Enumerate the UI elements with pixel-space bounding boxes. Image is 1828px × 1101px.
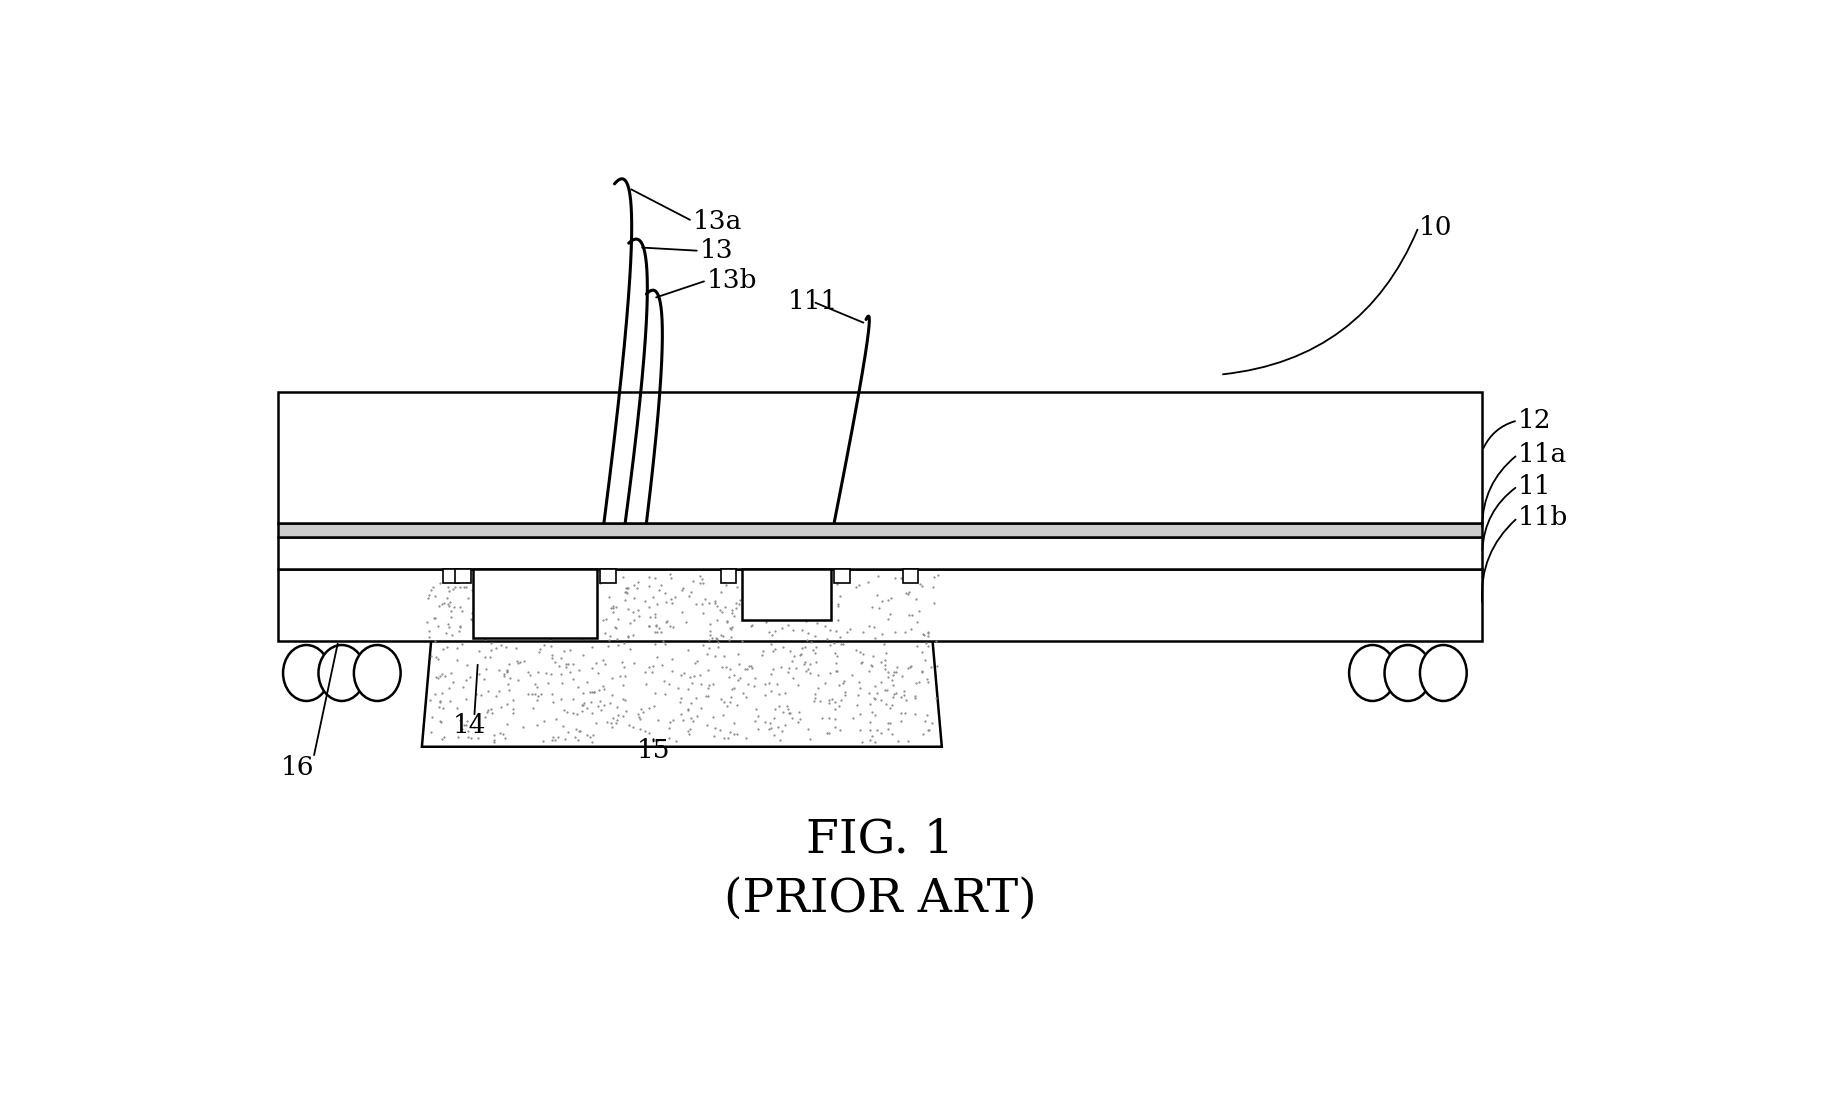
Bar [742, 569, 830, 620]
Circle shape [355, 645, 400, 701]
Circle shape [1420, 645, 1466, 701]
Text: 13: 13 [700, 238, 733, 263]
Circle shape [1384, 645, 1431, 701]
Bar [278, 523, 1483, 536]
Bar [278, 569, 1483, 641]
Text: 11a: 11a [1517, 443, 1567, 467]
Circle shape [283, 645, 329, 701]
Bar [442, 569, 459, 584]
Circle shape [1349, 645, 1397, 701]
Text: 16: 16 [280, 755, 314, 781]
Text: (PRIOR ART): (PRIOR ART) [724, 876, 1036, 922]
Text: 14: 14 [453, 713, 486, 738]
Bar [834, 569, 850, 584]
Bar [278, 392, 1483, 523]
Bar [720, 569, 737, 584]
Text: FIG. 1: FIG. 1 [806, 817, 954, 863]
Bar [903, 569, 918, 584]
Text: 111: 111 [788, 290, 839, 314]
Text: 10: 10 [1419, 215, 1451, 240]
Circle shape [318, 645, 366, 701]
Bar [473, 569, 596, 639]
Text: 13a: 13a [693, 208, 742, 233]
Text: 13b: 13b [707, 268, 757, 293]
Text: 11b: 11b [1517, 505, 1568, 531]
Polygon shape [422, 569, 941, 746]
Text: 15: 15 [636, 739, 671, 763]
Bar [455, 569, 472, 584]
Bar [600, 569, 616, 584]
Text: 12: 12 [1517, 408, 1552, 433]
Text: 11: 11 [1517, 473, 1552, 499]
Bar [278, 536, 1483, 569]
